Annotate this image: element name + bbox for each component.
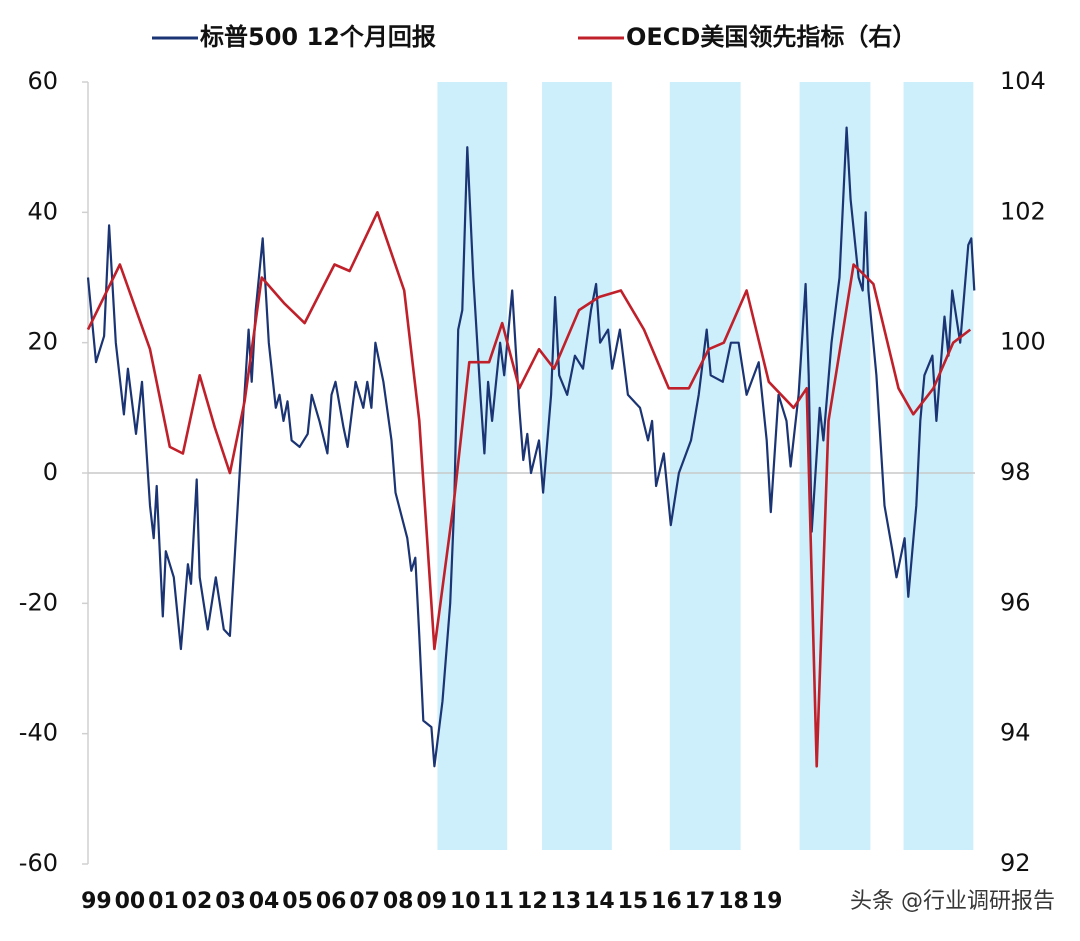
y2-tick-label: 102 xyxy=(1000,197,1046,225)
y2-tick-label: 92 xyxy=(1000,849,1031,877)
x-tick-label: 01 xyxy=(148,889,179,914)
x-tick-label: 11 xyxy=(483,889,514,914)
x-tick-label: 17 xyxy=(685,889,716,914)
y-tick-label: 0 xyxy=(43,458,58,486)
x-tick-label: 02 xyxy=(182,889,213,914)
y2-tick-label: 96 xyxy=(1000,588,1031,616)
x-tick-label: 00 xyxy=(115,889,146,914)
y2-tick-label: 104 xyxy=(1000,67,1046,95)
x-tick-label: 09 xyxy=(416,889,447,914)
y-tick-label: -20 xyxy=(19,588,58,616)
x-tick-label: 10 xyxy=(450,889,481,914)
x-tick-label: 14 xyxy=(584,889,615,914)
x-tick-label: 03 xyxy=(215,889,246,914)
shaded-period xyxy=(903,82,974,850)
x-tick-label: 06 xyxy=(316,889,347,914)
y-tick-label: 40 xyxy=(27,197,58,225)
x-tick-label: 05 xyxy=(282,889,313,914)
y-tick-label: 20 xyxy=(27,328,58,356)
shaded-period xyxy=(437,82,508,850)
y2-tick-label: 98 xyxy=(1000,458,1031,486)
x-tick-label: 08 xyxy=(383,889,414,914)
legend-label: OECD美国领先指标（右） xyxy=(626,23,916,51)
series-line xyxy=(86,211,972,768)
y2-tick-label: 100 xyxy=(1000,328,1046,356)
y-tick-label: 60 xyxy=(27,67,58,95)
series-line xyxy=(86,126,976,768)
x-tick-label: 15 xyxy=(618,889,649,914)
y2-tick-label: 94 xyxy=(1000,719,1031,747)
shaded-period xyxy=(542,82,612,850)
y-tick-label: -60 xyxy=(19,849,58,877)
watermark: 头条 @行业调研报告 xyxy=(850,889,1055,914)
x-tick-label: 04 xyxy=(249,889,280,914)
x-tick-label: 13 xyxy=(551,889,582,914)
lines xyxy=(86,126,976,768)
x-tick-label: 18 xyxy=(718,889,749,914)
legend-label: 标普500 12个月回报 xyxy=(200,23,436,51)
y-tick-label: -40 xyxy=(19,719,58,747)
x-tick-label: 99 xyxy=(81,889,112,914)
shaded-periods xyxy=(437,82,974,850)
x-tick-label: 07 xyxy=(349,889,380,914)
x-tick-label: 16 xyxy=(651,889,682,914)
x-tick-label: 19 xyxy=(752,889,783,914)
x-tick-label: 12 xyxy=(517,889,548,914)
